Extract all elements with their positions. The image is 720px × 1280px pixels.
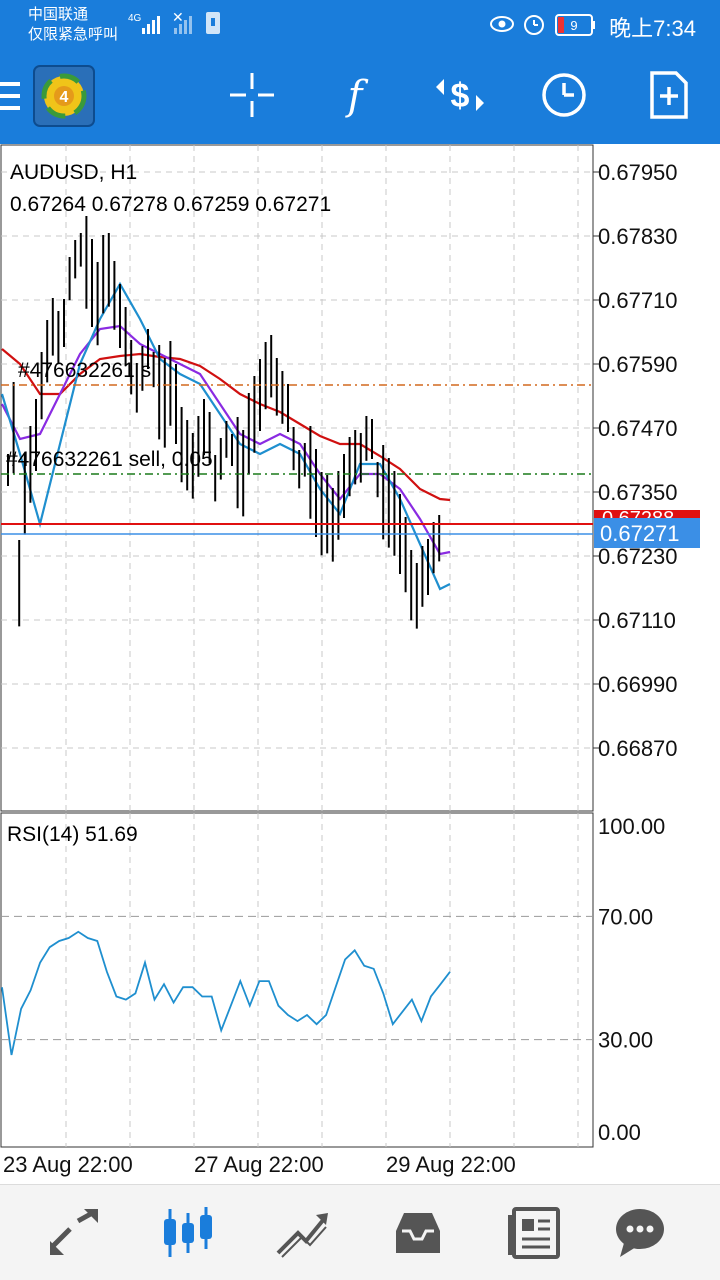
bottom-navigation bbox=[0, 1184, 720, 1280]
symbol-settings-icon[interactable]: $ bbox=[430, 65, 490, 125]
status-icons: 9 bbox=[490, 14, 595, 36]
price-tick-label: 0.67110 bbox=[598, 608, 676, 633]
rsi-axis: 100.00 70.00 30.00 0.00 bbox=[1, 814, 665, 1145]
rsi-indicator bbox=[1, 930, 451, 1056]
svg-text:$: $ bbox=[451, 77, 470, 115]
price-tick-label: 0.67830 bbox=[598, 224, 678, 249]
news-icon[interactable] bbox=[502, 1203, 562, 1263]
current-price-tag-text: 0.67271 bbox=[600, 521, 680, 546]
current-price-tag bbox=[594, 518, 700, 548]
new-order-icon[interactable] bbox=[638, 65, 698, 125]
quotes-icon[interactable] bbox=[44, 1203, 104, 1263]
svg-text:f: f bbox=[345, 73, 369, 119]
timeframe-clock-icon[interactable] bbox=[534, 65, 594, 125]
price-tick-label: 0.66870 bbox=[598, 736, 678, 761]
order-label-1: #476632261 s bbox=[18, 359, 151, 382]
eye-icon bbox=[490, 16, 514, 32]
chart-grid bbox=[1, 145, 593, 1147]
status-bar: 中国联通 仅限紧急呼叫 4G ✕ 9 晚上7:34 bbox=[0, 0, 720, 50]
main-panel-frame bbox=[0, 144, 594, 812]
chart-area[interactable]: AUDUSD, H1 0.67264 0.67278 0.67259 0.672… bbox=[0, 144, 720, 1184]
crosshair-icon[interactable] bbox=[222, 65, 282, 125]
svg-text:9: 9 bbox=[570, 18, 577, 33]
history-icon[interactable] bbox=[388, 1203, 448, 1263]
price-chart-svg[interactable]: AUDUSD, H1 0.67264 0.67278 0.67259 0.672… bbox=[0, 144, 720, 1184]
indicators-icon[interactable]: f bbox=[325, 65, 385, 125]
svg-text:✕: ✕ bbox=[172, 10, 184, 25]
battery-icon: 9 bbox=[555, 14, 595, 36]
top-toolbar: 4 f $ bbox=[0, 50, 720, 144]
price-bars bbox=[7, 216, 441, 629]
price-tick-label: 0.67950 bbox=[598, 160, 678, 185]
price-tick-label: 0.66990 bbox=[598, 672, 678, 697]
alarm-icon bbox=[524, 15, 544, 35]
svg-text:4: 4 bbox=[60, 89, 69, 106]
order-label-2: #476632261 sell, 0.05 bbox=[6, 448, 213, 471]
rsi-tick-label: 100.00 bbox=[598, 814, 665, 839]
rsi-tick-label: 30.00 bbox=[598, 1028, 653, 1053]
time-tick-label: 29 Aug 22:00 bbox=[386, 1152, 516, 1177]
price-tick-label: 0.67590 bbox=[598, 352, 678, 377]
carrier-status: 仅限紧急呼叫 bbox=[28, 26, 119, 43]
carrier-name: 中国联通 bbox=[28, 6, 89, 23]
price-tick-label: 0.67710 bbox=[598, 288, 678, 313]
metatrader-logo-icon[interactable]: 4 bbox=[33, 65, 95, 127]
ohlc-label: 0.67264 0.67278 0.67259 0.67271 bbox=[10, 193, 331, 216]
carrier-info: 中国联通 仅限紧急呼叫 bbox=[28, 5, 118, 45]
rsi-title: RSI(14) 51.69 bbox=[7, 823, 138, 846]
rsi-line bbox=[1, 930, 451, 1056]
chart-icon[interactable] bbox=[158, 1203, 218, 1263]
hamburger-menu-icon[interactable] bbox=[0, 80, 24, 114]
trade-icon[interactable] bbox=[272, 1203, 332, 1263]
price-tick-label: 0.67470 bbox=[598, 416, 678, 441]
status-time: 晚上7:34 bbox=[609, 16, 696, 41]
rsi-tick-label: 0.00 bbox=[598, 1120, 641, 1145]
price-tick-label: 0.67350 bbox=[598, 480, 678, 505]
symbol-label: AUDUSD, H1 bbox=[10, 161, 137, 184]
chat-icon[interactable] bbox=[610, 1203, 670, 1263]
signal-strength-icon: 4G ✕ bbox=[128, 10, 220, 34]
rsi-panel-frame bbox=[0, 812, 594, 1148]
time-axis: 23 Aug 22:00 27 Aug 22:00 29 Aug 22:00 bbox=[3, 1152, 516, 1177]
rsi-tick-label: 70.00 bbox=[598, 904, 653, 929]
price-tick-label: 0.67230 bbox=[598, 544, 678, 569]
time-tick-label: 23 Aug 22:00 bbox=[3, 1152, 133, 1177]
network-type: 4G bbox=[128, 13, 142, 24]
time-tick-label: 27 Aug 22:00 bbox=[194, 1152, 324, 1177]
price-axis: 0.67950 0.67830 0.67710 0.67590 0.67470 0.673… bbox=[593, 160, 678, 761]
